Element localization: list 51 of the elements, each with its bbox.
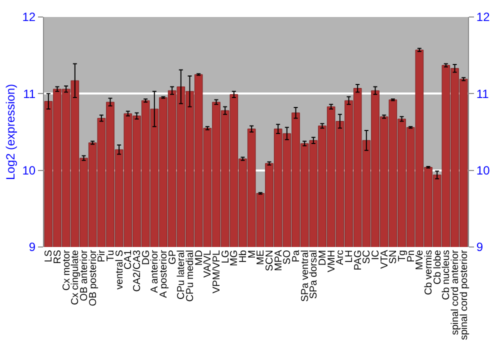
x-tick-label: MPA	[273, 250, 284, 271]
x-tick-label: Tu	[106, 250, 116, 262]
x-tick-label: GP	[167, 250, 178, 264]
y2-tick-label: 10	[476, 164, 490, 178]
x-tick-label: RS	[52, 250, 64, 264]
x-tick-label: OB anterior	[79, 249, 90, 302]
x-tick-label: SN	[388, 250, 400, 264]
x-tick-label: Cx cingulate	[70, 250, 82, 306]
y-tick-label: 11	[23, 86, 36, 101]
x-tick-label: SO	[282, 250, 294, 264]
x-tick-label: DM	[318, 250, 328, 266]
x-tick-label: OB posterior	[88, 249, 99, 306]
x-tick-label: spinal cord anterior	[450, 249, 461, 336]
x-tick-label: CA1	[123, 250, 134, 270]
y-axis-title: Log2 (expression)	[4, 84, 18, 180]
y-tick-label: 12	[22, 10, 36, 24]
x-tick-label: Cb vermis	[424, 250, 434, 296]
y-tick-label: 9	[28, 240, 36, 254]
x-tick-label: A posterior	[158, 249, 170, 298]
x-tick-label: SCN	[264, 250, 276, 272]
x-tick-label: Arc	[335, 250, 346, 265]
y-tick-label: 10	[22, 164, 36, 178]
x-tick-label: SC	[362, 250, 373, 264]
x-tick-label: Cb nucleus	[441, 250, 452, 300]
x-tick-label: Hb	[238, 250, 249, 263]
x-tick-label: Cb lobe	[432, 250, 444, 284]
x-tick-label: PAG	[352, 250, 364, 270]
x-tick-label: IC	[370, 250, 382, 260]
x-tick-label: ME	[256, 250, 267, 265]
x-tick-label: A anterior	[150, 249, 161, 293]
x-tick-label: MVe	[414, 250, 426, 270]
x-tick-label: Tg	[397, 250, 408, 262]
x-tick-label: Pir	[96, 249, 108, 262]
x-tick-label: VMH	[326, 250, 338, 272]
x-tick-label: LG	[220, 250, 232, 264]
x-tick-label: CA2/CA3	[132, 250, 143, 292]
x-tick-label: VTA	[379, 250, 390, 269]
x-tick-label: Pn	[406, 250, 417, 262]
x-tick-label: M	[246, 250, 258, 258]
y2-tick-label: 9	[476, 240, 484, 254]
y2-tick-label: 11	[476, 86, 490, 101]
x-tick-label: CPu medial	[185, 250, 196, 302]
x-tick-label: spinal cord posterior	[458, 249, 470, 340]
x-tick-label: SPa dorsal	[308, 250, 320, 299]
x-tick-label: LH	[344, 250, 355, 263]
x-tick-label: Pa	[291, 250, 302, 262]
x-tick-label: ventral S	[114, 250, 126, 290]
x-tick-label: VPM/VPL	[212, 250, 222, 294]
x-tick-label: LS	[44, 250, 55, 262]
x-tick-label: DG	[140, 250, 152, 265]
y2-tick-label: 12	[476, 10, 490, 24]
